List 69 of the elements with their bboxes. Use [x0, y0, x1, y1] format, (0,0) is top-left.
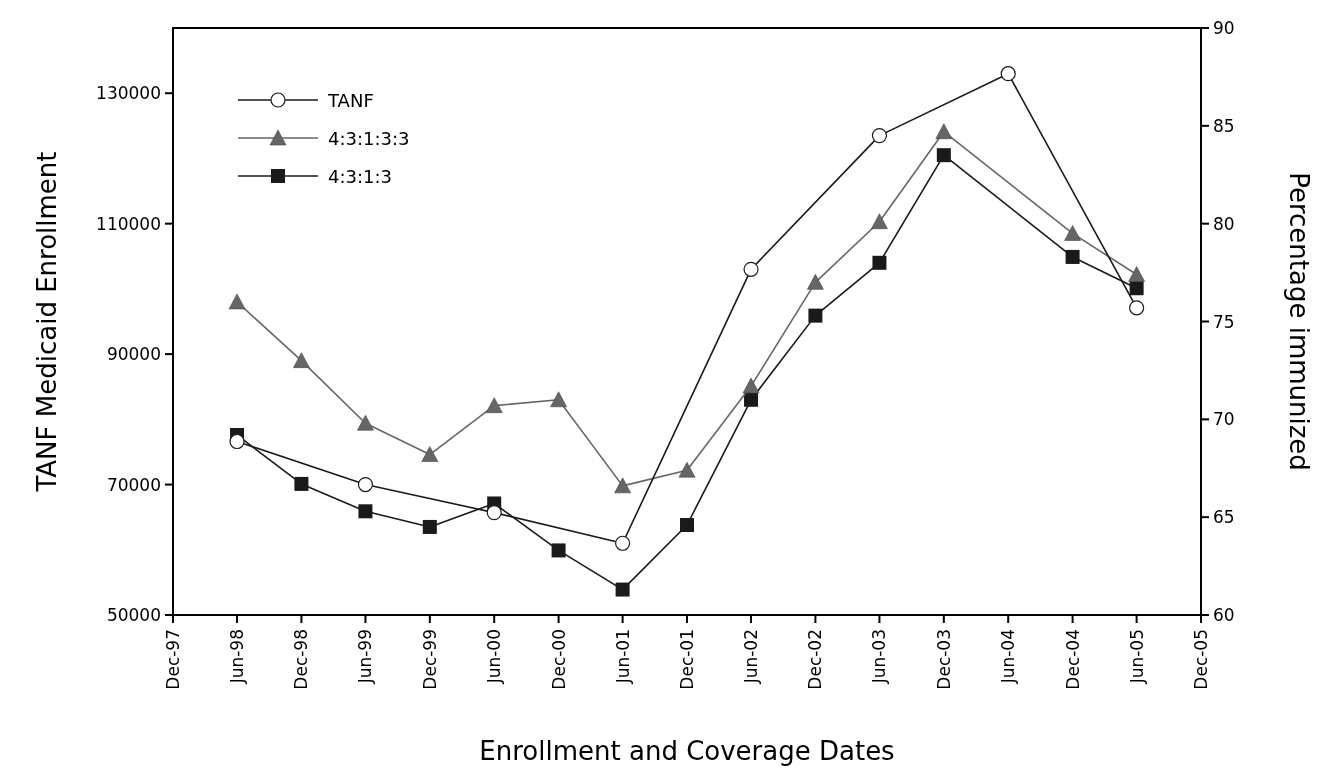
point: [1065, 249, 1080, 264]
x-tick-label: Dec-03: [933, 629, 954, 690]
legend-label: TANF: [327, 90, 374, 111]
point: [1000, 66, 1016, 82]
point: [808, 308, 823, 323]
y-tick-label: 110000: [96, 213, 161, 234]
point: [614, 477, 631, 494]
point: [680, 517, 694, 532]
point: [550, 391, 567, 408]
y2-tick-label: 65: [1213, 507, 1235, 528]
x-tick-label: Jun-05: [1126, 629, 1147, 685]
point: [357, 476, 374, 493]
y2-tick-label: 90: [1213, 18, 1235, 38]
point: [744, 392, 759, 407]
legend-label: 4:3:1:3:3: [328, 128, 410, 149]
point: [551, 543, 566, 558]
point: [807, 274, 824, 290]
point: [872, 255, 887, 270]
y2-tick-label: 85: [1213, 115, 1235, 136]
point: [294, 476, 309, 491]
y2-tick-label: 75: [1213, 311, 1235, 332]
y-tick-label: 70000: [106, 474, 161, 495]
point: [358, 504, 373, 519]
point: [422, 519, 437, 534]
x-tick-label: Jun-98: [227, 629, 248, 685]
point: [1129, 300, 1145, 316]
point: [936, 148, 951, 163]
x-tick-label: Dec-02: [805, 629, 826, 690]
y2-tick-label: 60: [1213, 605, 1235, 625]
point: [486, 505, 502, 521]
y2-tick-label: 80: [1213, 213, 1235, 234]
point: [615, 582, 630, 597]
point: [742, 377, 760, 394]
y-tick-label: 90000: [106, 344, 161, 365]
y2-axis-title: Percentage immunized: [1284, 172, 1314, 471]
x-tick-label: Dec-97: [163, 629, 183, 690]
point: [871, 128, 888, 144]
y2-tick-label: 70: [1213, 409, 1235, 430]
point: [229, 433, 245, 450]
x-tick-label: Jun-01: [612, 629, 633, 685]
x-tick-label: Jun-03: [869, 629, 890, 685]
point: [743, 261, 759, 277]
x-tick-label: Dec-01: [677, 629, 697, 690]
x-tick-label: Dec-04: [1062, 629, 1083, 690]
point: [935, 123, 953, 139]
point: [228, 293, 246, 310]
point: [1128, 266, 1145, 282]
x-tick-label: Jun-99: [355, 629, 376, 685]
point: [871, 213, 888, 230]
x-tick-label: Jun-00: [484, 629, 505, 685]
x-tick-label: Jun-02: [741, 629, 762, 685]
point: [1064, 225, 1081, 241]
point: [421, 446, 439, 462]
x-tick-label: Jun-04: [998, 629, 1019, 685]
point: [615, 535, 631, 551]
y-tick-label: 130000: [96, 83, 161, 104]
x-tick-label: Dec-05: [1191, 629, 1211, 690]
point: [357, 414, 374, 431]
y-axis-title: TANF Medicaid Enrollment: [32, 151, 62, 493]
x-tick-label: Dec-99: [419, 629, 440, 690]
legend-label: 4:3:1:3: [328, 166, 393, 187]
x-axis-title: Enrollment and Coverage Dates: [479, 736, 895, 766]
point: [1129, 281, 1144, 296]
point: [678, 461, 696, 478]
x-tick-label: Dec-98: [291, 629, 312, 690]
point: [293, 352, 310, 368]
x-tick-label: Dec-00: [548, 629, 569, 690]
point: [485, 397, 503, 413]
y-tick-label: 50000: [106, 605, 161, 625]
